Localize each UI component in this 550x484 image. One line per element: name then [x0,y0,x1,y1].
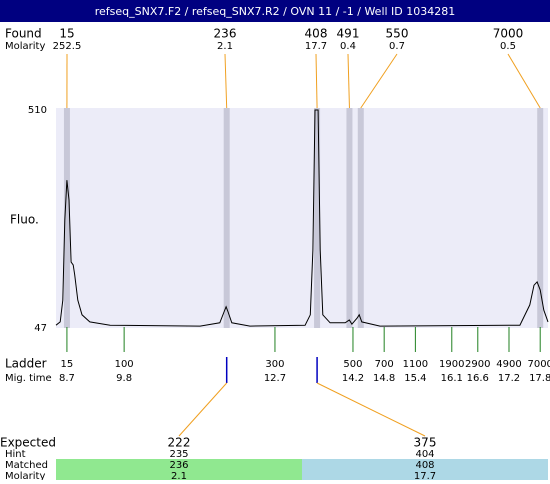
peak-band [358,108,364,328]
y-tick-label: 510 [28,105,47,116]
found-molarity: 0.5 [500,41,516,52]
found-size: 491 [337,27,360,41]
peak-leader [348,54,349,108]
y-tick-label: 47 [34,323,47,334]
ladder-size: 700 [375,359,394,370]
plot-area [56,108,548,328]
ladder-size: 15 [61,359,74,370]
found-molarity: 17.7 [305,41,327,52]
ladder-time: 14.8 [373,373,395,384]
found-molarity: 0.7 [389,41,405,52]
found-size: 408 [305,27,328,41]
molarity-label: Molarity [5,41,45,52]
found-size: 7000 [493,27,524,41]
ladder-size: 1900 [439,359,464,370]
found-size: 15 [59,27,74,41]
peak-band [537,108,543,328]
found-size: 236 [214,27,237,41]
ladder-time: 8.7 [59,373,75,384]
ladder-time: 17.2 [498,373,520,384]
ladder-time: 14.2 [342,373,364,384]
ladder-time: 9.8 [116,373,132,384]
ladder-time: 15.4 [404,373,426,384]
hint-label: Hint [5,449,26,460]
ladder-size: 500 [343,359,362,370]
hint-size: 404 [415,449,434,460]
found-label: Found [5,27,42,41]
peak-leader [316,54,317,108]
matched-size: 408 [415,460,434,471]
matched-label: Matched [5,460,48,471]
found-molarity: 2.1 [217,41,233,52]
ladder-time: 16.1 [441,373,463,384]
found-molarity: 252.5 [53,41,82,52]
ladder-size: 1100 [403,359,428,370]
ladder-size: 2900 [465,359,490,370]
ladder-size: 4900 [496,359,521,370]
match-leader [317,383,425,436]
expected-label: Expected [0,436,56,450]
matched-molarity: 17.7 [414,471,436,480]
ladder-size: 300 [265,359,284,370]
mig-time-label: Mig. time [5,373,52,384]
match-leader [179,383,227,436]
ladder-time: 16.6 [467,373,489,384]
title: refseq_SNX7.F2 / refseq_SNX7.R2 / OVN 11… [95,5,456,18]
peak-leader [508,54,540,108]
matched-size: 236 [169,460,188,471]
peak-band [346,108,352,328]
ladder-time: 12.7 [264,373,286,384]
y-axis-label: Fluo. [10,213,39,227]
expected-molarity-label: Molarity [5,471,45,480]
found-size: 550 [386,27,409,41]
ladder-label: Ladder [5,357,47,371]
expected-size: 375 [414,436,437,450]
ladder-size: 100 [115,359,134,370]
ladder-time: 17.8 [529,373,550,384]
peak-leader [225,54,227,108]
peak-band [224,108,230,328]
expected-size: 222 [168,436,191,450]
matched-molarity: 2.1 [171,471,187,480]
peak-leader [361,54,397,108]
found-molarity: 0.4 [340,41,356,52]
hint-size: 235 [169,449,188,460]
ladder-size: 7000 [527,359,550,370]
